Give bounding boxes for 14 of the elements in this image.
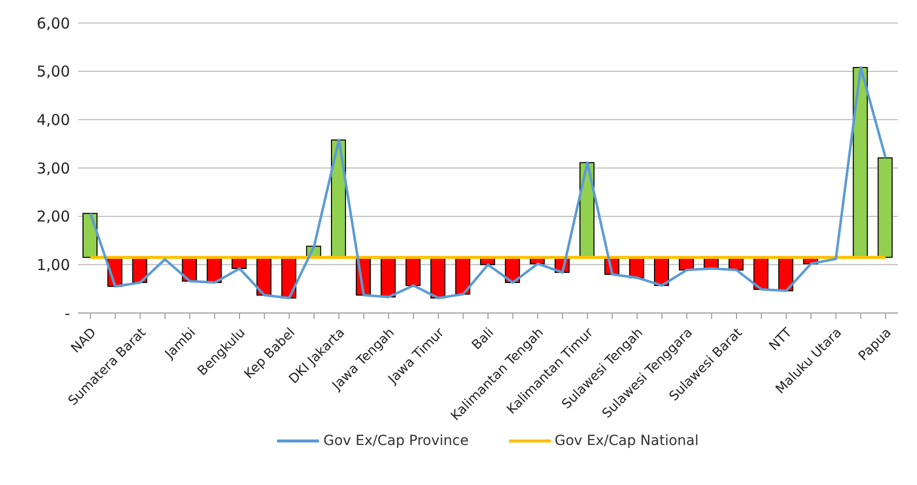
y-tick-label: 5,00 [36,62,70,81]
y-tick-label: 4,00 [36,110,70,129]
legend-label: Gov Ex/Cap National [554,433,699,449]
bar [852,66,868,258]
bar [82,212,98,258]
y-tick-label: 3,00 [36,159,70,178]
bar [878,157,893,258]
legend-label: Gov Ex/Cap Province [323,433,469,449]
y-tick-label: 6,00 [36,14,70,32]
y-tick-label: - [64,304,70,322]
y-tick-label: 2,00 [36,208,70,226]
y-tick-label: 1,00 [36,256,70,274]
bar [406,256,421,286]
line-series [89,66,887,300]
